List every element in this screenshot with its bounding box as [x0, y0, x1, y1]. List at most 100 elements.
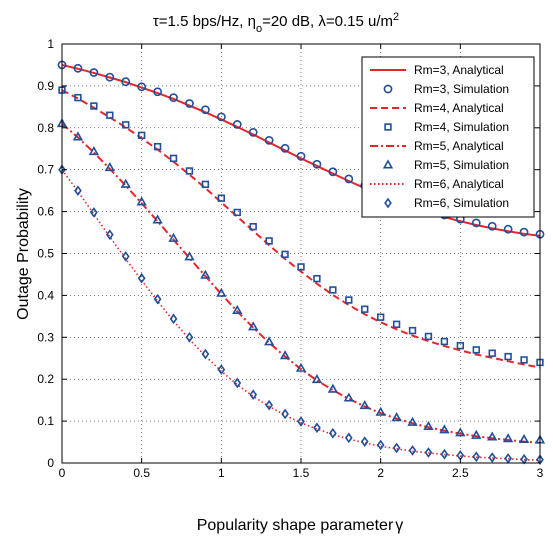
legend-label: Rm=6, Simulation [414, 196, 509, 210]
y-tick-label: 0.9 [37, 79, 54, 93]
legend-box [361, 56, 535, 218]
legend-entry: Rm=4, Simulation [384, 120, 509, 134]
data-point-triangle [391, 412, 402, 422]
legend-label: Rm=3, Analytical [414, 63, 504, 77]
data-point-diamond [233, 377, 242, 389]
legend-entry: Rm=5, Simulation [382, 158, 509, 172]
data-point-circle [216, 112, 226, 122]
data-point-circle [503, 224, 513, 234]
data-point-circle [296, 151, 306, 161]
data-point-circle [153, 87, 162, 97]
data-point-square [297, 263, 305, 271]
data-point-diamond [249, 389, 258, 401]
data-point-triangle [200, 269, 211, 279]
data-point-circle [519, 227, 529, 237]
series-rm-3-simulation [57, 60, 545, 239]
data-point-circle [280, 143, 290, 153]
legend-marker-swatch [384, 197, 392, 209]
series-rm-3-analytical [61, 63, 541, 237]
data-point-triangle [295, 362, 307, 372]
data-point-square [313, 274, 321, 283]
data-point-diamond [297, 416, 305, 427]
data-point-square [281, 250, 289, 259]
data-point-triangle [232, 304, 243, 314]
data-point-square [265, 237, 273, 245]
data-point-diamond [137, 272, 146, 284]
data-point-square [345, 296, 353, 304]
data-series [56, 60, 546, 465]
data-point-circle [264, 135, 274, 145]
legend-entry: Rm=3, Analytical [370, 63, 504, 77]
y-tick-label: 0.2 [37, 372, 54, 386]
data-point-circle [471, 218, 481, 228]
x-tick-label: 3 [537, 466, 544, 480]
legend-marker-swatch [382, 159, 394, 169]
legend-label: Rm=6, Analytical [414, 177, 504, 191]
data-point-square [249, 223, 257, 231]
data-point-diamond [424, 447, 433, 458]
data-point-diamond [313, 422, 321, 434]
y-tick-label: 0.8 [37, 121, 54, 135]
data-point-triangle [184, 251, 195, 261]
data-point-diamond [328, 427, 337, 439]
data-point-square [233, 208, 241, 217]
legend-entry: Rm=6, Analytical [370, 177, 504, 191]
data-point-triangle [343, 392, 354, 402]
data-point-square [520, 356, 528, 364]
data-point-square [361, 305, 369, 313]
x-tick-label: 1 [218, 466, 225, 480]
data-point-square [424, 332, 433, 341]
title-subscript: o [256, 23, 262, 35]
data-point-triangle [439, 424, 450, 434]
data-point-square [472, 346, 480, 354]
data-point-diamond [153, 293, 162, 305]
data-point-square [392, 320, 401, 328]
data-point-circle [121, 77, 131, 87]
y-axis-label: Outage Probability [15, 188, 32, 320]
data-point-triangle [423, 420, 434, 431]
x-axis-label-text: Popularity shape parameter [197, 517, 394, 534]
data-point-triangle [487, 431, 498, 441]
data-point-diamond [376, 439, 385, 451]
legend-entry: Rm=5, Analytical [370, 139, 504, 153]
data-point-triangle [104, 162, 115, 172]
data-point-triangle [263, 336, 275, 346]
legend-entry: Rm=3, Simulation [383, 82, 509, 96]
y-tick-label: 0.3 [37, 330, 54, 344]
data-point-square [137, 131, 146, 140]
data-point-square [217, 194, 226, 202]
data-point-diamond [504, 453, 513, 464]
data-point-circle [200, 105, 210, 115]
data-point-square [488, 349, 496, 357]
legend-entry: Rm=6, Simulation [384, 196, 509, 210]
data-point-diamond [265, 399, 274, 411]
series-rm-5-simulation [56, 118, 546, 444]
x-axis-symbol: γ [395, 517, 403, 534]
data-point-diamond [392, 442, 401, 454]
data-point-square [90, 102, 98, 110]
data-point-triangle [88, 146, 100, 156]
y-tick-label: 0.1 [37, 414, 54, 428]
data-point-diamond [121, 251, 130, 262]
data-point-circle [137, 82, 147, 92]
series-rm-6-simulation [58, 164, 544, 465]
data-point-square [153, 142, 162, 151]
legend-label: Rm=3, Simulation [414, 82, 509, 96]
axes: 0 0.5 1 1.5 2 2.5 3 0 0.1 0.2 0.3 0.4 0.5 0.6 0.7 0.8 0.… [37, 37, 543, 480]
data-point-square [74, 93, 82, 102]
data-point-circle [185, 99, 194, 108]
data-point-triangle [407, 416, 418, 426]
legend-marker-swatch [383, 84, 393, 94]
data-point-triangle [502, 433, 514, 443]
data-point-triangle [120, 178, 131, 188]
title-superscript: 2 [393, 11, 399, 23]
x-tick-label: 1.5 [293, 466, 310, 480]
data-point-triangle [311, 374, 323, 384]
data-point-triangle [136, 196, 147, 206]
data-point-square [169, 154, 178, 163]
data-point-square [408, 326, 417, 335]
data-point-diamond [440, 448, 449, 460]
data-point-diamond [169, 313, 178, 325]
data-point-triangle [248, 321, 259, 331]
data-point-circle [248, 128, 258, 137]
